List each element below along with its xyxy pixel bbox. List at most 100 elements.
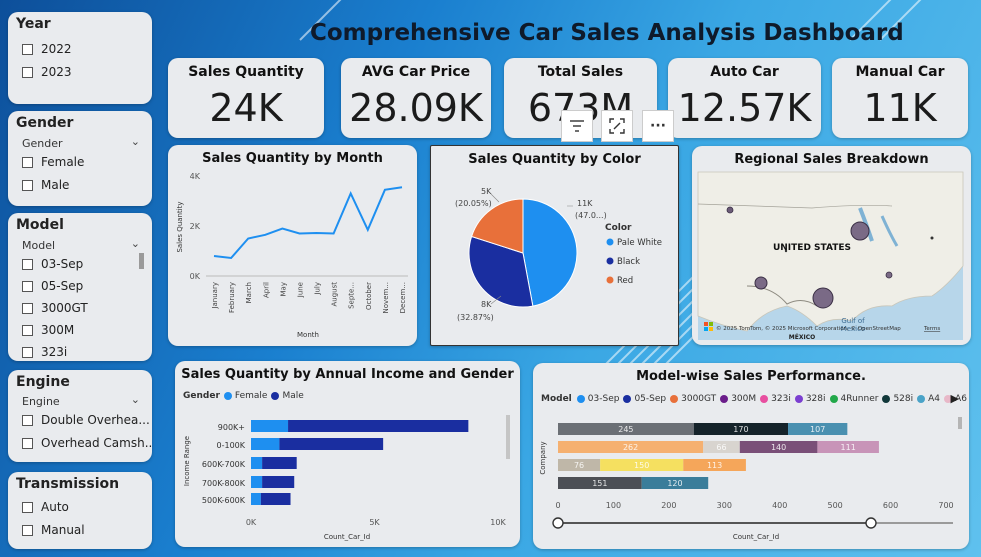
model-option-300m[interactable]: 300M — [22, 323, 74, 337]
income-bar-male[interactable] — [279, 438, 384, 450]
map-gulf-label: Gulf of — [841, 317, 865, 325]
model-legend-dot — [760, 395, 769, 403]
model-bar-label: 120 — [667, 479, 682, 488]
checkbox-icon[interactable] — [22, 179, 33, 191]
model-legend-label: 03-Sep — [587, 394, 620, 404]
line-chart-xtick: April — [262, 282, 270, 298]
income-bar-female[interactable] — [251, 476, 263, 488]
checkbox-icon[interactable] — [22, 258, 33, 270]
filter-button[interactable] — [561, 110, 593, 142]
model-legend-label: A6 — [955, 394, 967, 404]
income-bar-female[interactable] — [251, 420, 289, 432]
more-options-button[interactable]: ··· — [642, 110, 674, 142]
line-chart-ytick: 0K — [190, 272, 201, 281]
pie-slice[interactable] — [522, 198, 578, 307]
checkbox-icon[interactable] — [22, 66, 33, 78]
income-bar-female[interactable] — [251, 438, 280, 450]
model-bar-label: 66 — [716, 443, 726, 452]
income-bar-male[interactable] — [288, 420, 469, 432]
income-bar-chart: Income Range Count_Car_Id 900K+ 0-100K 600… — [183, 415, 510, 541]
map[interactable]: UNITED STATES Gulf of Mexico MÉXICO © 20… — [692, 146, 971, 345]
checkbox-icon[interactable] — [22, 414, 33, 426]
model-bar-segment[interactable] — [558, 441, 704, 453]
gender-option-female[interactable]: Female — [22, 155, 84, 169]
income-bar-female[interactable] — [251, 457, 263, 469]
model-option-05-sep[interactable]: 05-Sep — [22, 279, 83, 293]
checkbox-icon[interactable] — [22, 156, 33, 168]
model-bar-segment[interactable] — [641, 477, 709, 489]
pie-legend-label: Red — [617, 276, 633, 286]
model-bar-label: 140 — [771, 443, 786, 452]
checkbox-icon[interactable] — [22, 524, 33, 536]
model-xtick: 500 — [828, 501, 843, 510]
male-legend-dot — [271, 392, 280, 400]
checkbox-icon[interactable] — [22, 346, 33, 358]
model-bar-segment[interactable] — [558, 459, 601, 471]
line-chart-xtick: October — [365, 282, 373, 310]
model-bar-segment[interactable] — [817, 441, 879, 453]
model-bar-segment[interactable] — [703, 441, 740, 453]
line-chart-xtick: August — [331, 282, 339, 307]
model-xtick: 400 — [772, 501, 787, 510]
model-bar-segment[interactable] — [788, 423, 848, 435]
model-ylabel: Company — [539, 441, 547, 474]
chevron-down-icon[interactable]: ⌄ — [130, 393, 140, 406]
pie-slice[interactable] — [470, 198, 524, 254]
income-bar-female[interactable] — [251, 493, 261, 505]
transmission-option-auto[interactable]: Auto — [22, 500, 69, 514]
transmission-option-manual[interactable]: Manual — [22, 523, 85, 537]
pie-slice[interactable] — [468, 235, 534, 308]
year-option-2022[interactable]: 2022 — [22, 42, 72, 56]
checkbox-icon[interactable] — [22, 43, 33, 55]
map-bubble — [930, 236, 934, 240]
zoom-slider-end-handle[interactable] — [865, 517, 877, 529]
model-legend-label: 3000GT — [681, 394, 717, 404]
engine-option-dohc[interactable]: Double Overhea... — [22, 413, 150, 427]
line-chart-xtick: Novem... — [382, 282, 390, 313]
model-bar-segment[interactable] — [558, 423, 694, 435]
checkbox-icon[interactable] — [22, 437, 33, 449]
gender-option-male[interactable]: Male — [22, 178, 69, 192]
model-option-3000gt[interactable]: 3000GT — [22, 301, 88, 315]
model-bar-segment[interactable] — [739, 441, 818, 453]
zoom-slider-start-handle[interactable] — [552, 517, 564, 529]
model-chart-title: Model-wise Sales Performance. — [636, 369, 866, 384]
model-slicer: Model Model ⌄ 03-Sep 05-Sep 3000GT 300M … — [8, 213, 152, 361]
income-scrollbar[interactable] — [506, 415, 510, 459]
checkbox-icon[interactable] — [22, 280, 33, 292]
model-scrollbar[interactable] — [139, 253, 144, 269]
chevron-down-icon[interactable]: ⌄ — [130, 135, 140, 148]
income-bar-male[interactable] — [262, 457, 297, 469]
model-bar-segment[interactable] — [693, 423, 789, 435]
model-bar-segment[interactable] — [558, 477, 642, 489]
line-chart-xtick: Septe... — [348, 282, 356, 309]
engine-option-ohc[interactable]: Overhead Camsh... — [22, 436, 152, 450]
model-bar-label: 111 — [841, 443, 856, 452]
income-bar-male[interactable] — [260, 493, 291, 505]
checkbox-icon[interactable] — [22, 501, 33, 513]
map-title: Regional Sales Breakdown — [734, 152, 929, 167]
model-xtick: 700 — [938, 501, 953, 510]
model-bar-label: 76 — [574, 461, 584, 470]
checkbox-icon[interactable] — [22, 324, 33, 336]
income-ylabel: Income Range — [183, 436, 191, 486]
model-option-323i[interactable]: 323i — [22, 345, 67, 359]
map-bubble — [812, 287, 834, 309]
pie-chart-card: Sales Quantity by Color 11K (47.0...) 5K… — [430, 145, 679, 346]
legend-next-icon[interactable]: ▶ — [950, 392, 959, 405]
model-option-03-sep[interactable]: 03-Sep — [22, 257, 83, 271]
model-legend-dot — [623, 395, 632, 403]
year-option-2023[interactable]: 2023 — [22, 65, 72, 79]
model-bar-segment[interactable] — [600, 459, 684, 471]
model-bar-segment[interactable] — [683, 459, 746, 471]
checkbox-icon[interactable] — [22, 302, 33, 314]
focus-mode-button[interactable] — [601, 110, 633, 142]
line-chart-card: Sales Quantity by Month 4K 2K 0K Sales Q… — [168, 145, 417, 346]
model-legend-label: A4 — [928, 394, 941, 404]
model-scrollbar[interactable] — [958, 417, 962, 429]
chevron-down-icon[interactable]: ⌄ — [130, 237, 140, 250]
model-legend-label: 300M — [731, 394, 757, 404]
income-bar-male[interactable] — [262, 476, 295, 488]
map-country-label: UNITED STATES — [773, 243, 851, 253]
model-legend-dot — [917, 395, 926, 403]
